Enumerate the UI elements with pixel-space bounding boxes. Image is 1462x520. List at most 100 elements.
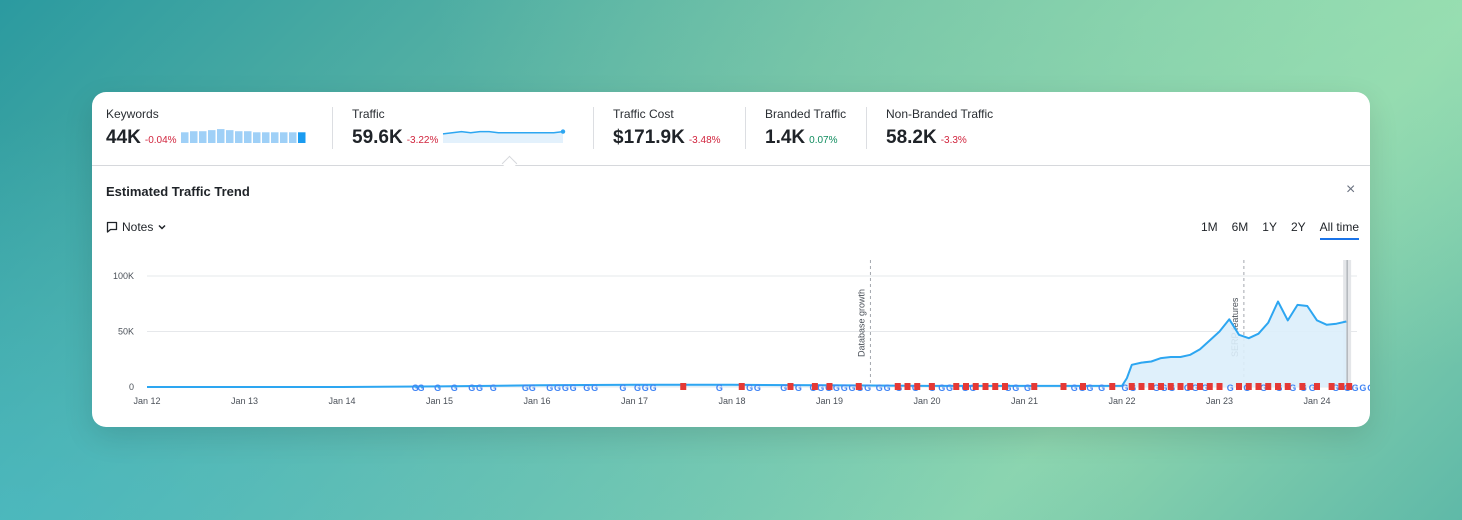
google-update-marker: G — [1153, 383, 1160, 393]
x-tick-label: Jan 24 — [1303, 396, 1330, 406]
event-flag-marker — [1206, 383, 1213, 390]
event-flag-marker — [787, 383, 794, 390]
metric-value: $171.9K — [613, 127, 685, 148]
x-tick-label: Jan 20 — [913, 396, 940, 406]
google-update-marker: G — [1309, 383, 1316, 393]
y-tick-label: 100K — [113, 271, 134, 281]
metric-keywords[interactable]: Keywords 44K -0.04% — [106, 107, 311, 149]
x-tick-label: Jan 14 — [328, 396, 355, 406]
google-update-marker: G — [412, 383, 419, 393]
divider — [866, 107, 867, 149]
x-tick-label: Jan 18 — [718, 396, 745, 406]
sparkline-bar — [207, 130, 216, 143]
x-tick-label: Jan 17 — [621, 396, 648, 406]
google-update-marker: G — [876, 383, 883, 393]
metric-branded-traffic[interactable]: Branded Traffic 1.4K 0.07% — [765, 107, 846, 149]
google-update-marker: G — [476, 383, 483, 393]
google-update-marker: G — [1012, 383, 1019, 393]
sparkline-bar — [252, 132, 261, 143]
google-update-marker: G — [1352, 383, 1359, 393]
event-flag-marker — [1314, 383, 1320, 390]
notes-dropdown[interactable]: Notes — [106, 220, 167, 234]
range-1m[interactable]: 1M — [1200, 220, 1218, 234]
metric-delta: -3.48% — [688, 135, 721, 146]
event-flag-marker — [1167, 383, 1174, 390]
x-tick-label: Jan 22 — [1108, 396, 1135, 406]
event-flag-marker — [928, 383, 935, 390]
range-all-time[interactable]: All time — [1319, 220, 1359, 240]
google-update-marker: G — [841, 383, 848, 393]
google-update-marker: G — [1098, 383, 1105, 393]
metric-traffic-cost[interactable]: Traffic Cost $171.9K -3.48% — [613, 107, 721, 149]
google-update-marker: G — [451, 383, 458, 393]
event-flag-marker — [1284, 383, 1291, 390]
y-tick-label: 50K — [118, 327, 134, 337]
google-update-marker: G — [634, 383, 641, 393]
event-flag-marker — [855, 383, 862, 390]
close-icon[interactable]: × — [1346, 181, 1356, 198]
event-flag-marker — [1216, 383, 1223, 390]
google-update-marker: G — [938, 383, 945, 393]
date-range-tabs: 1M 6M 1Y 2Y All time — [1201, 220, 1359, 240]
event-flag-marker — [1002, 383, 1008, 390]
event-flag-marker — [1328, 383, 1335, 390]
event-flag-marker — [1138, 383, 1145, 390]
event-flag-marker — [914, 383, 921, 390]
google-update-marker: G — [780, 383, 787, 393]
google-update-marker: G — [490, 383, 497, 393]
range-6m[interactable]: 6M — [1231, 220, 1249, 234]
google-update-marker: G — [529, 383, 536, 393]
sparkline-bar — [189, 131, 198, 143]
google-update-marker: G — [434, 383, 441, 393]
google-update-marker: G — [546, 383, 553, 393]
metric-value: 1.4K — [765, 127, 806, 148]
google-update-marker: G — [1024, 383, 1031, 393]
google-update-marker: G — [642, 383, 649, 393]
google-update-marker: G — [554, 383, 561, 393]
event-flag-marker — [1109, 383, 1116, 390]
event-flag-marker — [1128, 383, 1135, 390]
x-tick-label: Jan 16 — [523, 396, 550, 406]
google-update-marker: G — [716, 383, 723, 393]
event-flag-marker — [1299, 383, 1306, 390]
google-update-marker: G — [619, 383, 626, 393]
event-flag-marker — [1177, 383, 1184, 390]
range-1y[interactable]: 1Y — [1262, 220, 1277, 234]
metric-label: Branded Traffic — [765, 107, 847, 121]
event-flag-marker — [811, 383, 818, 390]
series-line — [147, 300, 1347, 388]
event-flag-marker — [680, 383, 687, 390]
metric-delta: -3.22% — [406, 135, 439, 146]
comment-icon — [106, 221, 118, 233]
divider — [332, 107, 333, 149]
chevron-down-icon — [158, 224, 166, 230]
traffic-sparkline — [443, 129, 566, 143]
event-flag-marker — [992, 383, 999, 390]
google-update-marker: G — [848, 383, 855, 393]
google-update-marker: G — [1227, 383, 1234, 393]
google-update-marker: G — [583, 383, 590, 393]
metric-traffic[interactable]: Traffic 59.6K -3.22% — [352, 107, 568, 149]
sparkline-bar — [270, 132, 279, 143]
sparkline-bar — [198, 131, 207, 143]
google-update-marker: G — [795, 383, 802, 393]
metric-delta: 0.07% — [809, 135, 838, 146]
range-2y[interactable]: 2Y — [1290, 220, 1306, 234]
google-update-marker: G — [1289, 383, 1296, 393]
event-flag-marker — [1245, 383, 1252, 390]
event-flag-marker — [982, 383, 989, 390]
event-flag-marker — [972, 383, 979, 390]
google-update-marker: G — [1192, 383, 1199, 393]
event-flag-marker — [826, 383, 833, 390]
metric-label: Traffic Cost — [613, 107, 674, 121]
google-update-marker: G — [1071, 383, 1078, 393]
event-flag-marker — [904, 383, 911, 390]
metric-non-branded-traffic[interactable]: Non-Branded Traffic 58.2K -3.3% — [886, 107, 993, 149]
metric-value: 44K — [106, 127, 141, 148]
metric-label: Traffic — [352, 107, 385, 121]
google-update-marker: G — [884, 383, 891, 393]
google-update-marker: G — [817, 383, 824, 393]
sparkline-line — [443, 130, 564, 135]
google-update-marker: G — [562, 383, 569, 393]
